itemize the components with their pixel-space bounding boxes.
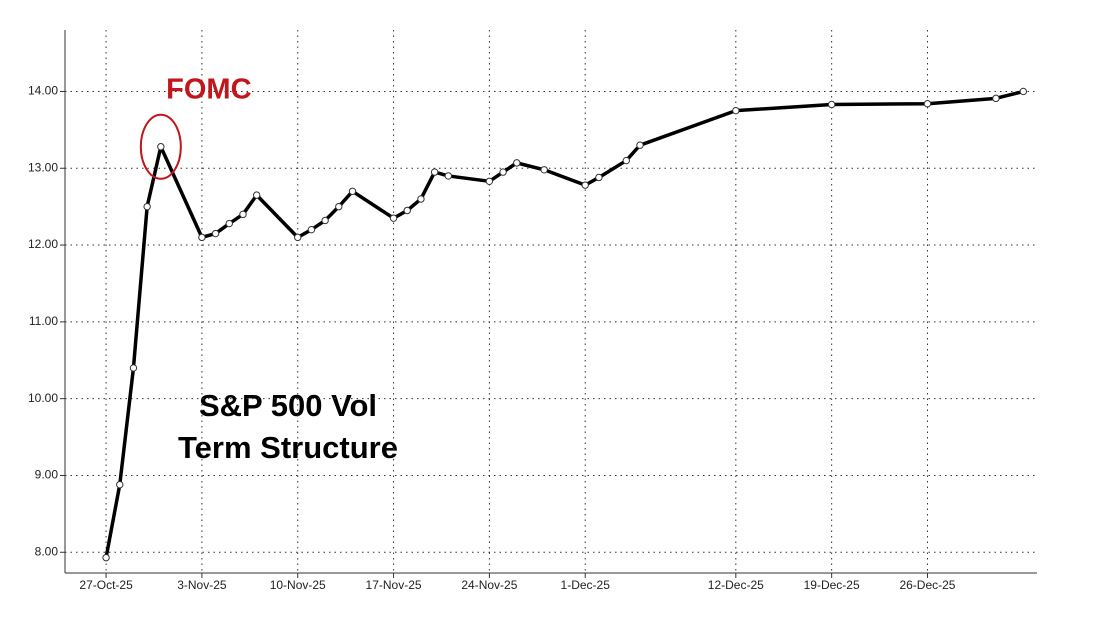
y-tick-label: 14.00	[28, 84, 58, 98]
x-tick-label: 19-Dec-25	[804, 578, 860, 592]
x-tick-label: 12-Dec-25	[708, 578, 764, 592]
point	[157, 143, 165, 151]
y-tick-label: 9.00	[35, 468, 59, 482]
point	[444, 172, 453, 180]
y-tick-label: 8.00	[35, 544, 59, 558]
chart-title: Term Structure	[178, 430, 398, 465]
point	[239, 210, 247, 219]
point	[348, 187, 357, 195]
point	[827, 100, 836, 109]
annotation: FOMC	[166, 74, 251, 106]
annotation-circle	[139, 113, 182, 180]
point	[430, 168, 439, 176]
point	[923, 100, 932, 108]
point	[143, 202, 151, 211]
point	[595, 173, 603, 182]
point	[636, 141, 644, 149]
x-tick-label: 17-Nov-25	[366, 578, 422, 592]
point	[499, 168, 507, 176]
point	[513, 159, 521, 167]
point	[321, 216, 329, 225]
point	[307, 225, 316, 234]
point	[485, 177, 494, 186]
y-tick-label: 12.00	[28, 237, 58, 251]
point	[225, 219, 233, 228]
point	[540, 166, 548, 174]
x-tick-label: 24-Nov-25	[461, 578, 517, 592]
point	[1019, 87, 1028, 96]
y-tick-label: 11.00	[29, 314, 58, 328]
point	[335, 202, 343, 211]
point	[294, 233, 302, 242]
point	[581, 181, 589, 189]
x-tick-label: 27-Oct-25	[79, 578, 133, 592]
x-tick-label: 1-Dec-25	[561, 578, 611, 592]
point	[211, 229, 220, 238]
point	[732, 106, 740, 115]
point	[992, 94, 1000, 103]
point	[116, 480, 124, 489]
point	[198, 233, 206, 242]
y-tick-label: 10.00	[28, 391, 58, 405]
point	[622, 156, 630, 165]
x-tick-label: 3-Nov-25	[177, 578, 227, 592]
point	[403, 206, 411, 215]
y-tick-label: 13.00	[28, 160, 58, 174]
chart-title: S&P 500 Vol	[199, 388, 377, 423]
x-tick-label: 10-Nov-25	[270, 578, 326, 592]
point	[417, 195, 425, 203]
point	[252, 191, 261, 199]
point	[129, 364, 138, 372]
line	[104, 89, 1024, 558]
point	[389, 214, 398, 222]
point	[102, 553, 110, 562]
x-tick-label: 26-Dec-25	[899, 578, 955, 592]
